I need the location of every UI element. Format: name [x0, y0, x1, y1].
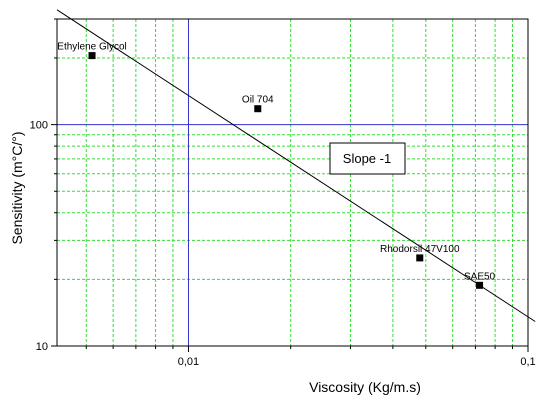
- data-point-label: Ethylene Glycol: [57, 42, 126, 53]
- slope-fit-line: [56, 9, 536, 322]
- annotation-box: [329, 142, 406, 175]
- data-point-marker: [88, 52, 96, 60]
- minor-grid: [57, 18, 528, 346]
- major-grid: [57, 19, 528, 346]
- x-tick-label: 0,01: [178, 356, 199, 368]
- y-axis-title: Sensitivity (m°C/°): [9, 131, 25, 244]
- slope-annotation: Slope -1: [329, 142, 406, 175]
- x-tick-label: 0,1: [520, 356, 535, 368]
- plot-frame: [56, 18, 529, 347]
- axis-ticks: [51, 18, 529, 352]
- x-axis-title: Viscosity (Kg/m.s): [309, 379, 421, 395]
- data-point-marker: [416, 254, 424, 262]
- data-points: Ethylene Glycol Oil 704 Rhodorsil 47V100 SA…: [57, 42, 496, 289]
- annotation-text: Slope -1: [343, 151, 391, 166]
- data-point-label: Rhodorsil 47V100: [380, 244, 460, 255]
- y-tick-label: 100: [30, 120, 48, 132]
- data-point-marker: [254, 105, 262, 113]
- data-point-label: Oil 704: [242, 95, 274, 106]
- data-point-marker: [476, 281, 484, 289]
- y-tick-label: 10: [36, 341, 48, 353]
- tick-labels: 0,01 0,1 10 100: [30, 120, 536, 368]
- data-point-label: SAE50: [464, 271, 496, 282]
